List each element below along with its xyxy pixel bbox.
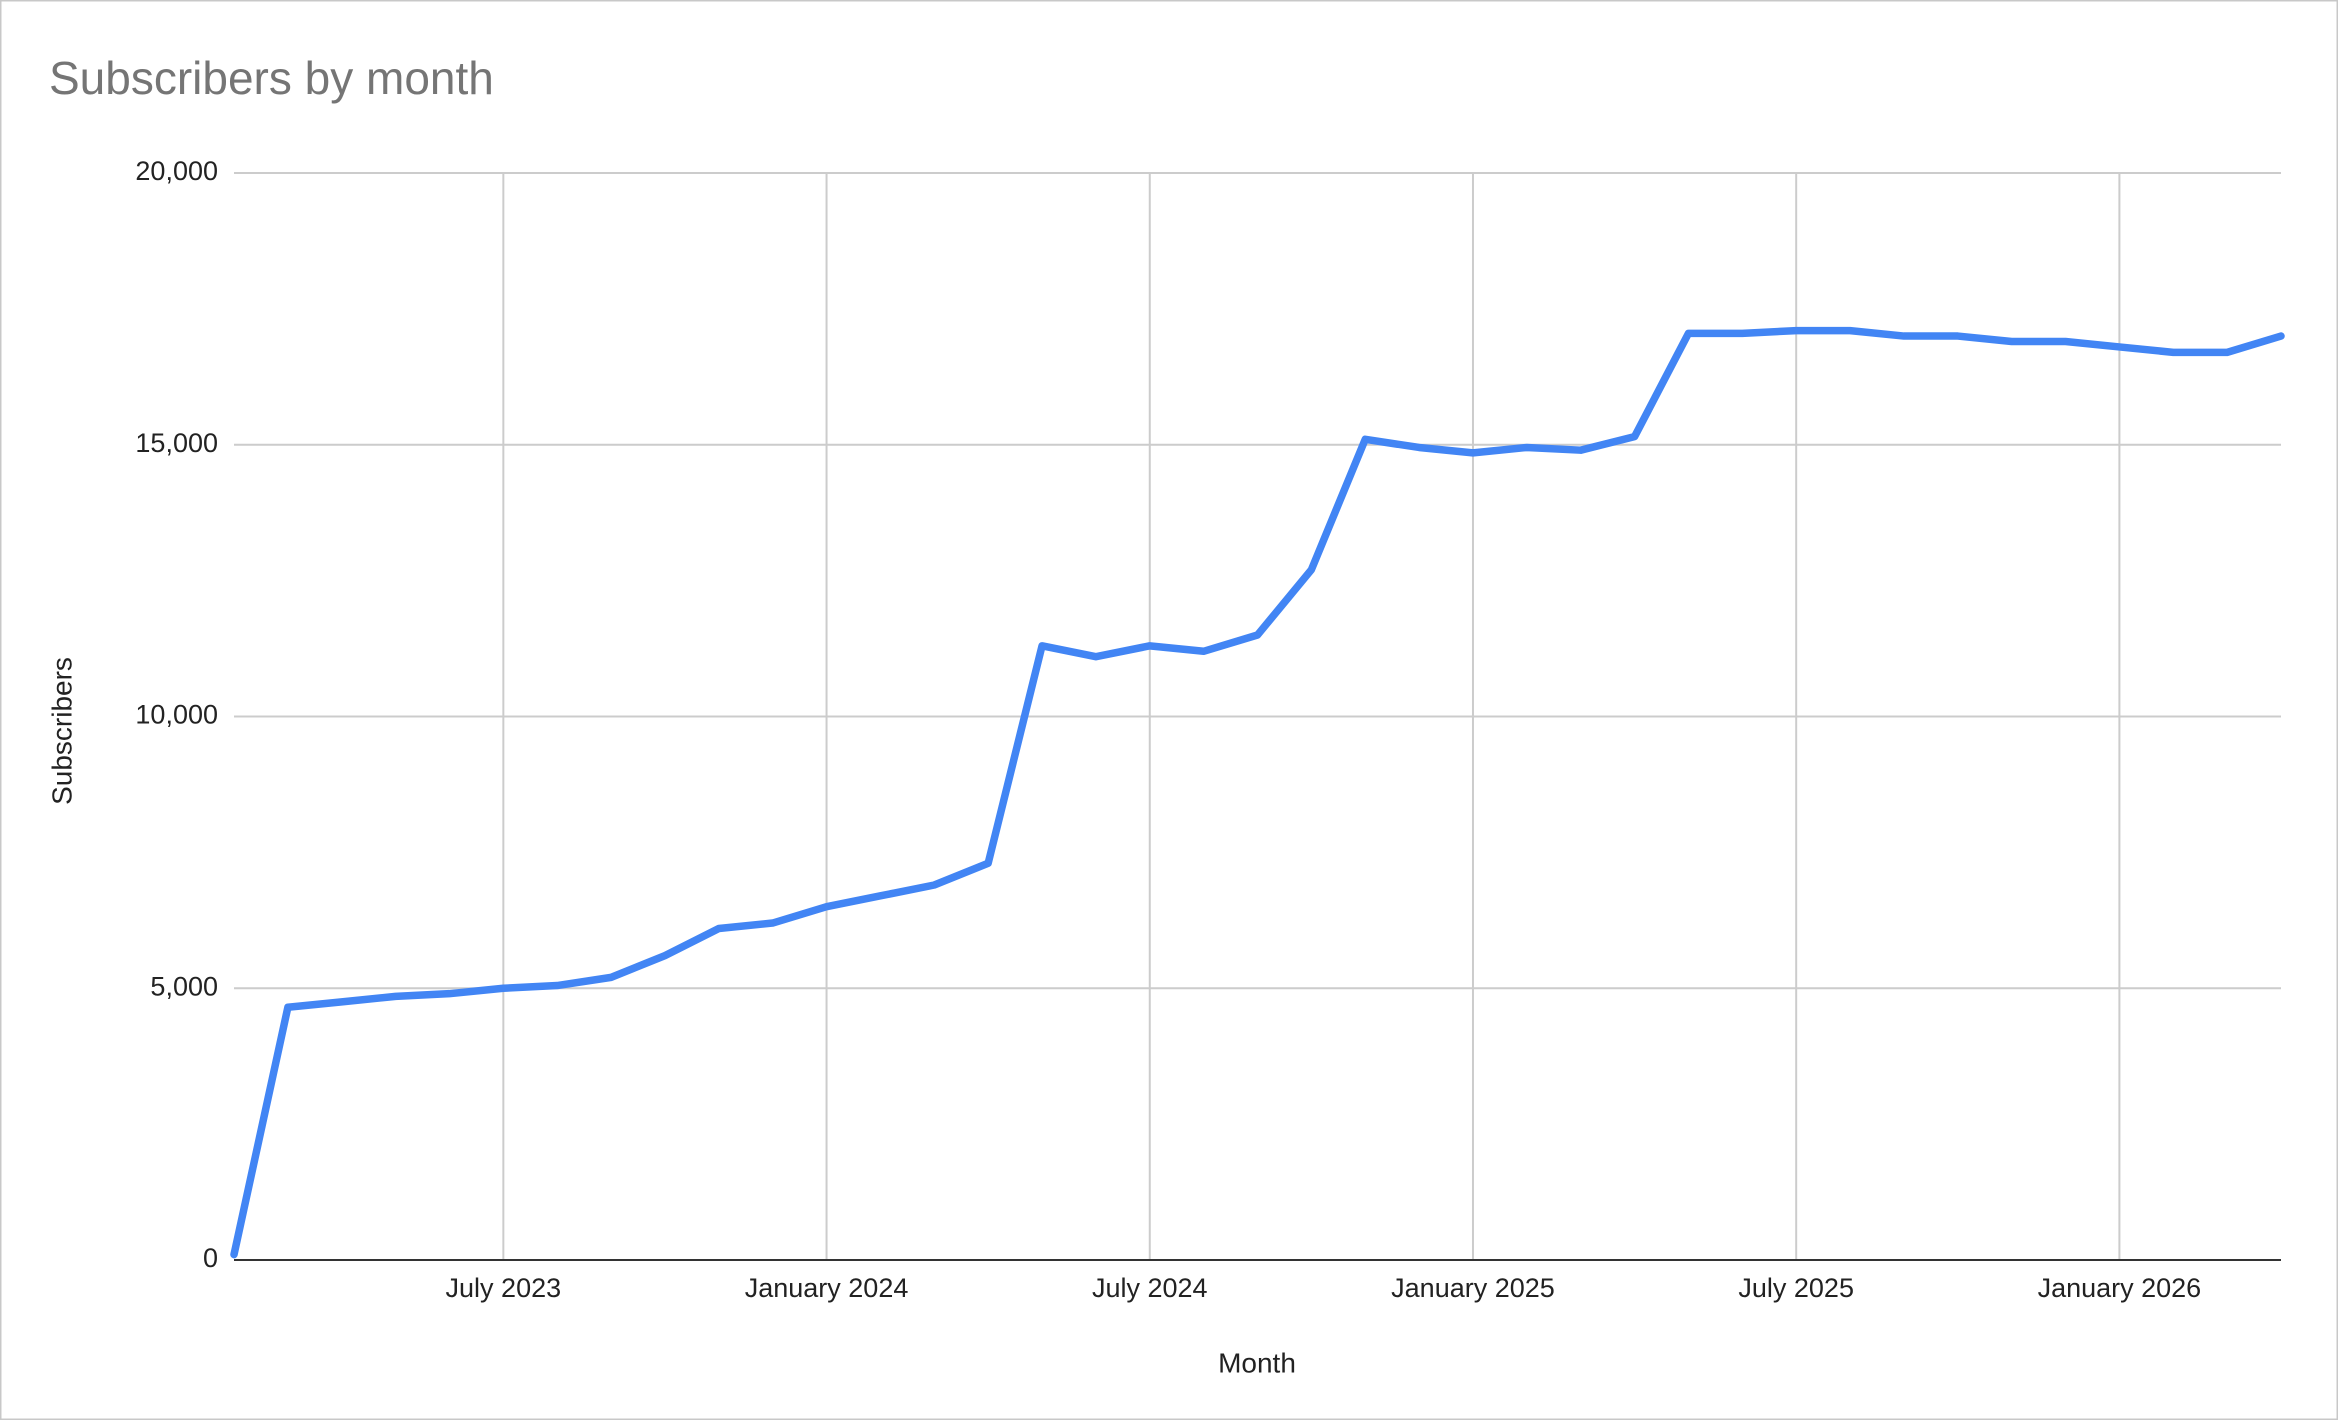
x-tick-label: July 2025	[1738, 1273, 1854, 1303]
y-tick-label: 5,000	[150, 971, 218, 1001]
chart-title: Subscribers by month	[49, 52, 494, 104]
x-tick-label: January 2024	[745, 1273, 909, 1303]
x-tick-label: January 2026	[2038, 1273, 2202, 1303]
x-tick-label: July 2024	[1092, 1273, 1208, 1303]
x-tick-label: January 2025	[1391, 1273, 1555, 1303]
y-tick-label: 20,000	[135, 156, 218, 186]
x-tick-label: July 2023	[446, 1273, 562, 1303]
data-line	[230, 326, 2285, 1259]
y-tick-label: 10,000	[135, 700, 218, 730]
y-axis-title: Subscribers	[46, 657, 77, 805]
y-tick-label: 0	[203, 1243, 218, 1273]
x-axis-title: Month	[1218, 1347, 1296, 1378]
y-tick-label: 15,000	[135, 428, 218, 458]
